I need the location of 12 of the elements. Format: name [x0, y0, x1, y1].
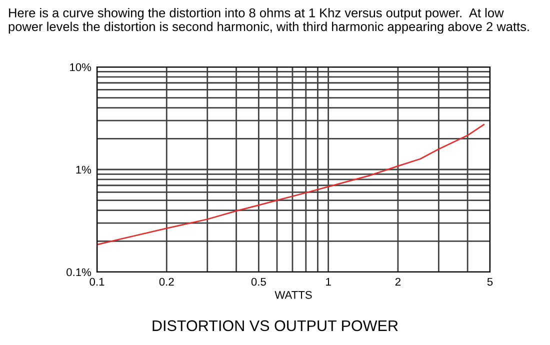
x-tick-label: 2 [395, 278, 400, 286]
x-tick-label: 0.1 [90, 278, 104, 286]
x-axis-title: WATTS [274, 290, 312, 299]
text: Here is a curve showing the distortion into 8 ohms at 1 Khz versus output power. At low power levels the distortion is second harmonic, with third harmonic appearing above 2 watts. [8, 8, 529, 34]
x-tick-label: 1 [326, 278, 331, 286]
y-tick-label: 10% [70, 63, 92, 72]
y-tick-label: 0.1% [66, 268, 92, 276]
text: DISTORTION VS OUTPUT POWER [152, 320, 398, 332]
x-tick-label: 0.2 [159, 278, 174, 286]
y-tick-label: 1% [76, 166, 92, 174]
x-tick-label: 0.5 [251, 278, 266, 286]
x-tick-label: 5 [487, 278, 493, 286]
